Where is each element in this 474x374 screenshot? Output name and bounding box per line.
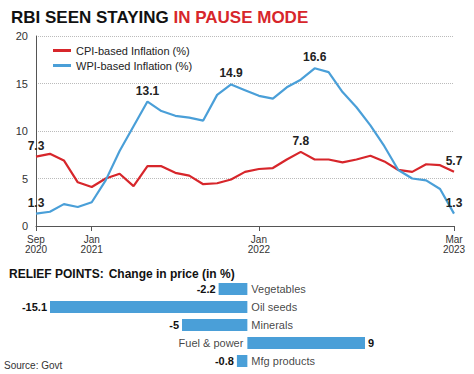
svg-text:1.3: 1.3 [446,196,463,210]
svg-text:13.1: 13.1 [136,84,160,98]
svg-text:CPI-based Inflation (%): CPI-based Inflation (%) [76,45,190,57]
svg-text:7.3: 7.3 [28,139,45,153]
svg-text:WPI-based Inflation (%): WPI-based Inflation (%) [76,60,192,72]
svg-text:Fuel & power: Fuel & power [179,337,244,349]
svg-text:15: 15 [16,78,28,90]
svg-text:2023: 2023 [443,244,466,255]
svg-text:SEEN: SEEN [45,8,91,27]
svg-text:9: 9 [368,337,374,349]
svg-text:-15.1: -15.1 [22,301,47,313]
svg-text:RBI: RBI [11,8,40,27]
svg-text:Mfg products: Mfg products [251,355,315,367]
svg-text:-5: -5 [169,319,179,331]
svg-text:16.6: 16.6 [303,50,327,64]
svg-text:Minerals: Minerals [251,319,293,331]
svg-text:2022: 2022 [248,244,271,255]
svg-text:Jan: Jan [250,233,267,245]
svg-text:STAYING: STAYING [96,8,169,27]
svg-text:Source: Govt: Source: Govt [4,360,63,371]
svg-text:5.7: 5.7 [446,154,463,168]
svg-text:2020: 2020 [25,244,48,255]
svg-text:Vegetables: Vegetables [251,283,306,295]
svg-text:Mar: Mar [445,233,463,245]
svg-text:IN: IN [173,8,190,27]
svg-text:Jan: Jan [83,233,100,245]
svg-text:-0.8: -0.8 [215,355,234,367]
svg-text:RELIEF POINTS:: RELIEF POINTS: [9,267,104,281]
svg-text:MODE: MODE [257,8,308,27]
svg-text:10: 10 [16,125,28,137]
svg-text:Change in price (in %): Change in price (in %) [109,267,235,281]
svg-text:-2.2: -2.2 [197,283,216,295]
svg-text:0: 0 [22,220,28,232]
svg-text:1.3: 1.3 [28,196,45,210]
svg-text:Oil seeds: Oil seeds [251,301,297,313]
svg-text:2021: 2021 [81,244,104,255]
svg-text:5: 5 [22,173,28,185]
svg-text:20: 20 [16,30,28,42]
svg-text:14.9: 14.9 [219,66,243,80]
svg-text:PAUSE: PAUSE [195,8,252,27]
svg-text:7.8: 7.8 [292,134,309,148]
svg-text:Sep: Sep [27,233,45,245]
